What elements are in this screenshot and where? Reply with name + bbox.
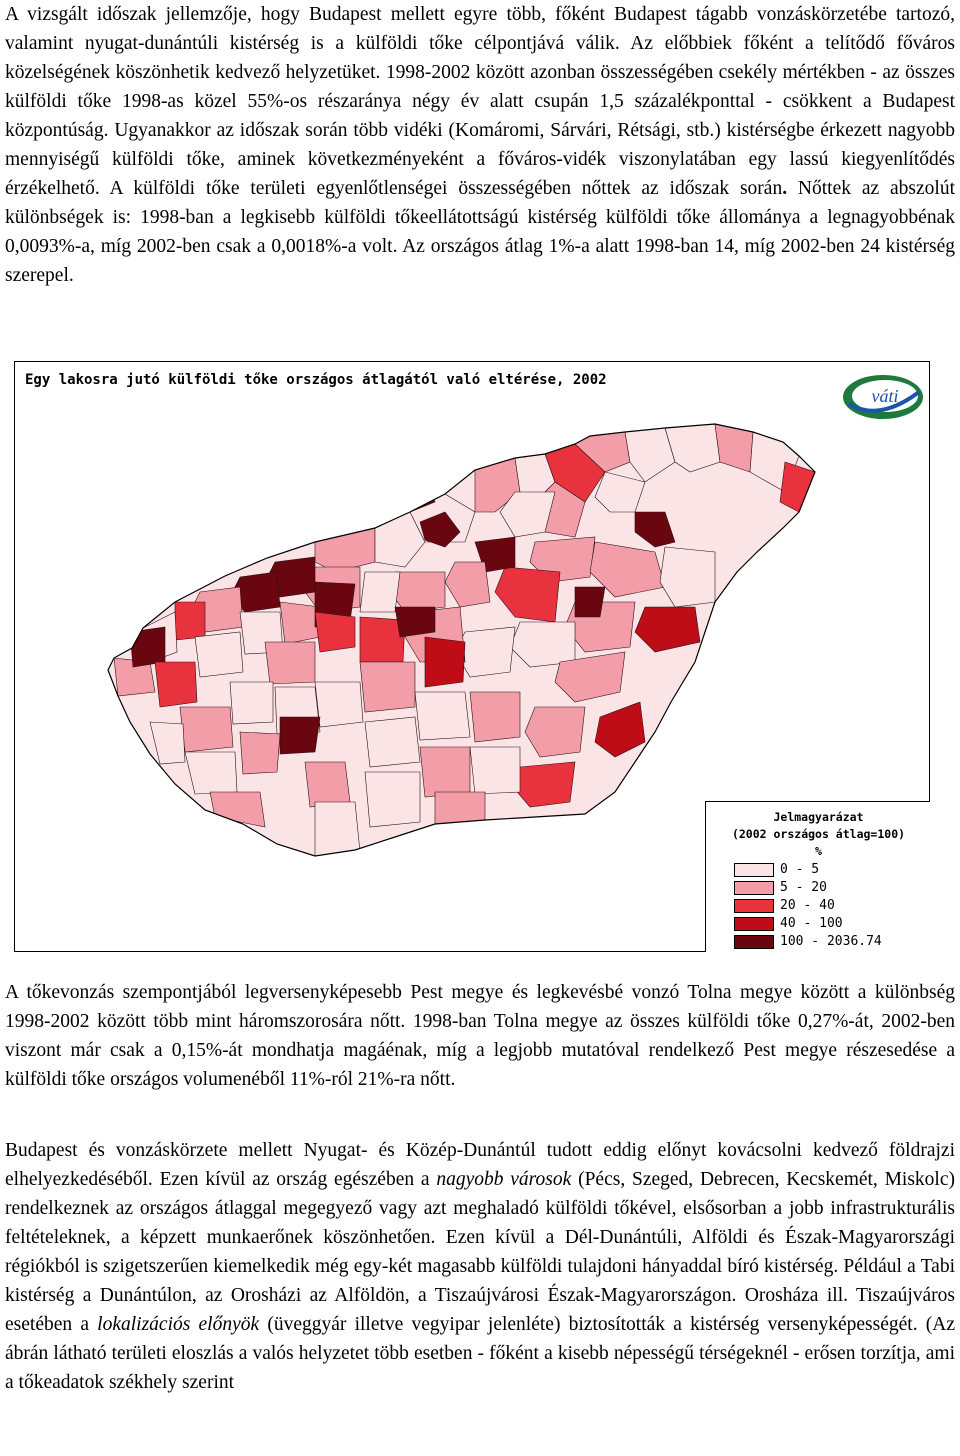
map-region (469, 691, 521, 743)
hungary-map (107, 423, 816, 857)
map-region (594, 471, 646, 513)
map-region (469, 746, 521, 795)
legend-swatch (734, 862, 774, 877)
map-region (359, 661, 416, 713)
map-region (149, 721, 186, 765)
vati-logo-icon: váti (843, 375, 923, 419)
legend-label: 40 - 100 (780, 916, 843, 931)
legend-swatch (734, 898, 774, 913)
map-region (279, 716, 321, 755)
map-region (424, 636, 466, 688)
paragraph-3-text-b: (Pécs, Szeged, Debrecen, Kecskemét, Misk… (5, 1169, 956, 1335)
map-region (419, 511, 461, 548)
paragraph-3: Budapest és vonzáskörzete mellett Nyugat… (5, 1136, 955, 1397)
legend-label: 5 - 20 (780, 880, 827, 895)
map-region (659, 546, 716, 608)
map-region (434, 791, 486, 825)
legend-label: 100 - 2036.74 (780, 934, 882, 949)
paragraph-3-emphasis-2: lokalizációs előnyök (97, 1314, 260, 1335)
map-region (364, 771, 421, 828)
map-region (394, 606, 436, 638)
map-legend: Jelmagyarázat (2002 országos átlag=100)% … (705, 801, 930, 952)
legend-item: 5 - 20 (734, 879, 827, 896)
map-region (179, 706, 234, 753)
paragraph-1: A vizsgált időszak jellemzője, hogy Buda… (5, 0, 955, 290)
legend-item: 20 - 40 (734, 897, 835, 914)
map-region (194, 631, 244, 678)
legend-unit: % (815, 844, 822, 858)
paragraph-1-bold-dot: . (782, 178, 788, 199)
legend-title: Jelmagyarázat (773, 810, 864, 824)
paragraph-3-emphasis-1: nagyobb városok (436, 1169, 572, 1190)
legend-item: 100 - 2036.74 (734, 933, 882, 950)
map-region (314, 611, 356, 653)
map-region (314, 681, 364, 728)
map-region (129, 626, 166, 668)
map-region (494, 566, 561, 623)
legend-label: 0 - 5 (780, 862, 820, 877)
map-region (304, 761, 351, 808)
map-region (239, 731, 281, 775)
map-region (414, 691, 471, 741)
map-region (589, 541, 666, 598)
map-region (314, 801, 361, 856)
map-region (634, 606, 701, 653)
map-region (499, 491, 556, 538)
paragraph-1-text-b: Nőttek az abszolút különbségek is: 1998-… (5, 178, 955, 286)
map-region (364, 716, 421, 768)
map-region (154, 661, 198, 708)
map-title: Egy lakosra jutó külföldi tőke országos … (25, 372, 607, 388)
paragraph-3-text-a: Budapest és vonzáskörzete mellett Nyugat… (5, 1140, 955, 1190)
map-region (229, 681, 274, 725)
paragraph-2: A tőkevonzás szempontjából legversenykép… (5, 982, 955, 1090)
legend-swatch (734, 916, 774, 931)
map-figure: Egy lakosra jutó külföldi tőke országos … (14, 361, 930, 952)
legend-title-block: Jelmagyarázat (2002 országos átlag=100)% (706, 809, 931, 860)
legend-item: 40 - 100 (734, 915, 843, 932)
map-region (279, 601, 321, 645)
map-region (174, 601, 206, 641)
map-region (264, 641, 316, 685)
country-outline (107, 423, 816, 857)
map-region (359, 571, 401, 613)
map-region (524, 706, 586, 758)
paragraph-1-text-a: A vizsgált időszak jellemzője, hogy Buda… (5, 4, 955, 199)
logo-text: váti (872, 386, 899, 406)
legend-swatch (734, 934, 774, 949)
map-region (574, 586, 606, 618)
paragraph-3-text-c: (üveggyár illetve vegyipar jelenléte) bi… (5, 1314, 955, 1393)
legend-item: 0 - 5 (734, 861, 819, 878)
legend-subtitle: (2002 országos átlag=100) (731, 827, 906, 841)
map-region (444, 561, 491, 608)
map-region (634, 511, 676, 548)
legend-swatch (734, 880, 774, 895)
map-region (594, 701, 646, 758)
map-region (419, 746, 471, 798)
legend-label: 20 - 40 (780, 898, 835, 913)
map-region (554, 651, 626, 703)
